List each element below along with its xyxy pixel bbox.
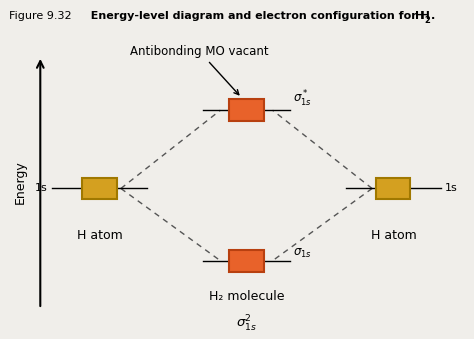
Text: H atom: H atom <box>371 230 416 242</box>
Bar <box>229 99 264 121</box>
Text: .: . <box>430 11 435 21</box>
Text: $\sigma_{1s}$: $\sigma_{1s}$ <box>293 246 312 260</box>
Text: $\sigma^2_{1s}$: $\sigma^2_{1s}$ <box>236 314 257 334</box>
Text: Figure 9.32: Figure 9.32 <box>9 11 72 21</box>
Text: Energy: Energy <box>14 161 27 204</box>
Bar <box>82 178 117 199</box>
Text: Antibonding MO vacant: Antibonding MO vacant <box>130 44 268 95</box>
Text: 2: 2 <box>424 16 430 25</box>
Text: 1s: 1s <box>445 183 458 194</box>
Text: 1s: 1s <box>35 183 48 194</box>
Text: H atom: H atom <box>77 230 122 242</box>
Text: Energy-level diagram and electron configuration for H: Energy-level diagram and electron config… <box>83 11 430 21</box>
Bar <box>229 250 264 272</box>
Text: $\sigma^*_{1s}$: $\sigma^*_{1s}$ <box>293 89 312 109</box>
Text: H₂ molecule: H₂ molecule <box>209 290 284 303</box>
Text: H: H <box>415 11 424 21</box>
Bar <box>376 178 410 199</box>
